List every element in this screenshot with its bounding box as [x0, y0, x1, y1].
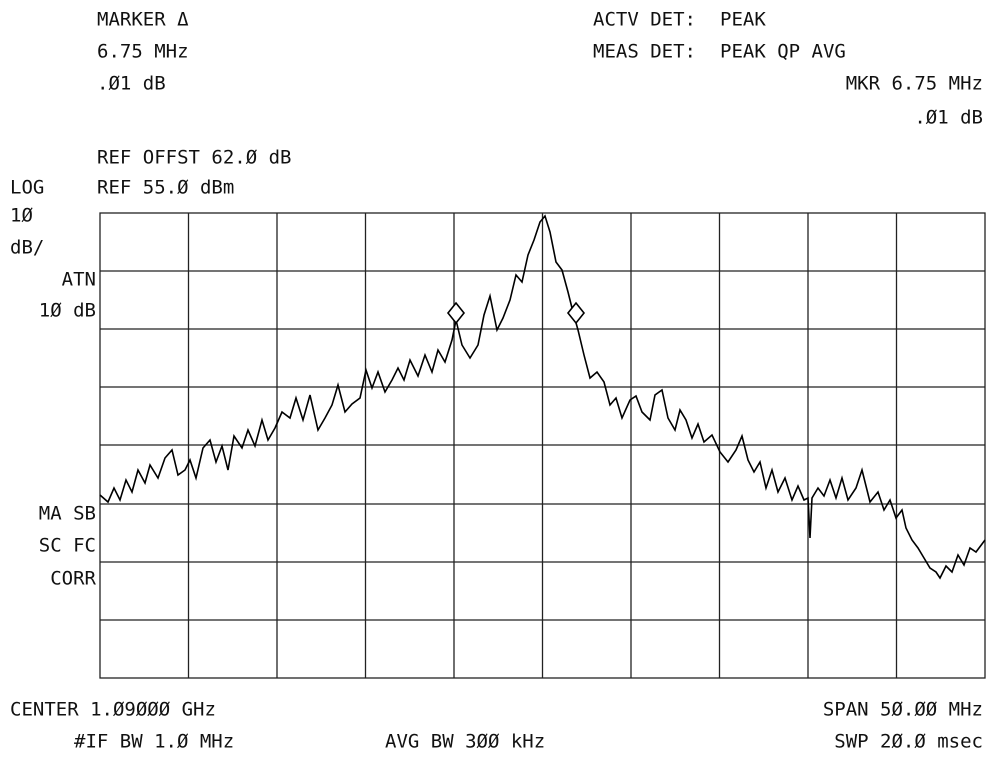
center-freq: CENTER 1.Ø9ØØØ GHz [10, 699, 216, 721]
meas-det-label: MEAS DET: [593, 41, 696, 63]
actv-det-label: ACTV DET: [593, 9, 696, 31]
actv-det: PEAK [720, 9, 766, 31]
ref-level: REF 55.Ø dBm [97, 177, 234, 199]
graticule [99, 212, 986, 679]
ref-offset: REF OFFST 62.Ø dB [97, 147, 291, 169]
sweep: SWP 2Ø.Ø msec [834, 731, 983, 753]
side-label: MA SB [39, 503, 96, 525]
avg-bw: AVG BW 3ØØ kHz [385, 731, 545, 753]
marker-freq: 6.75 MHz [97, 41, 189, 63]
span: SPAN 5Ø.ØØ MHz [823, 699, 983, 721]
if-bw: #IF BW 1.Ø MHz [74, 731, 234, 753]
marker-label: MARKER Δ [97, 9, 189, 31]
marker-diamond [446, 301, 466, 325]
meas-det: PEAK QP AVG [720, 41, 846, 63]
side-label: dB/ [10, 237, 44, 259]
scale: LOG [10, 177, 44, 199]
side-label: ATN [62, 269, 96, 291]
side-label: SC FC [39, 535, 96, 557]
side-label: 1Ø [10, 205, 33, 227]
side-label: CORR [50, 568, 96, 590]
mkr-amp: .Ø1 dB [914, 107, 983, 129]
trace [99, 214, 986, 580]
side-label: 1Ø dB [39, 300, 96, 322]
marker-amp: .Ø1 dB [97, 73, 166, 95]
marker-diamond [566, 301, 586, 325]
mkr-freq: MKR 6.75 MHz [846, 73, 983, 95]
